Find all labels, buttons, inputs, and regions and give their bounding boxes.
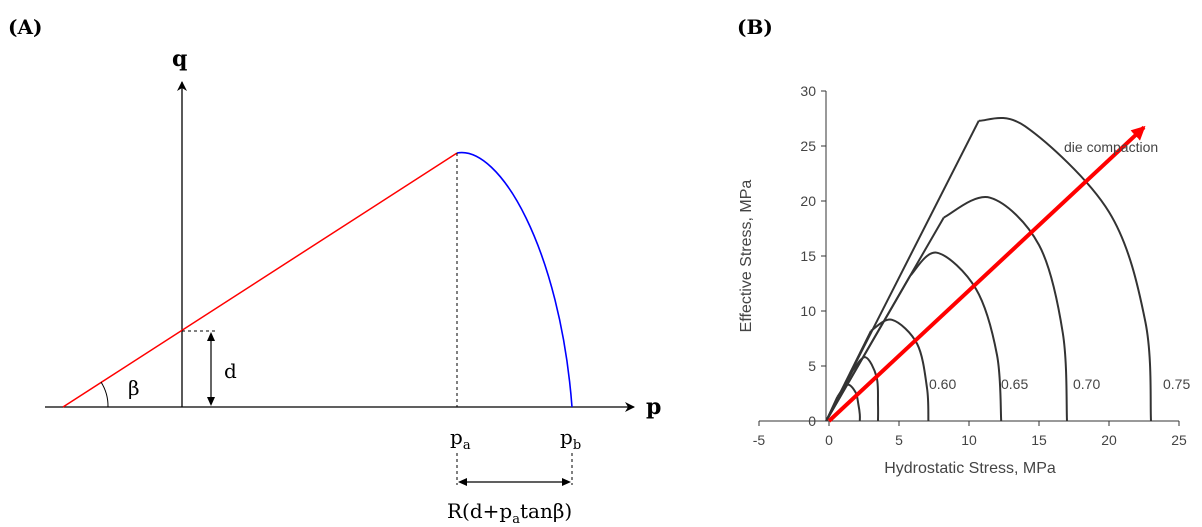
y-ticks: 0 5 10 15 20 25 30 (800, 83, 826, 429)
y-axis-title: Effective Stress, MPa (738, 180, 755, 333)
panel-a: (A) q p β d pa pb R(d+patanβ) (8, 15, 661, 527)
x-tick-label: -5 (753, 432, 766, 448)
x-tick-label: 25 (1171, 432, 1187, 448)
curve-label-070: 0.70 (1073, 376, 1100, 392)
x-tick-label: 15 (1031, 432, 1047, 448)
d-arrow-down (207, 397, 215, 406)
y-tick-label: 30 (800, 83, 816, 99)
cap-curve (456, 151, 573, 408)
x-axis-title: Hydrostatic Stress, MPa (884, 460, 1056, 477)
yield-curve-cap-4 (943, 196, 1068, 422)
y-tick-label: 10 (800, 303, 816, 319)
q-axis-label: q (172, 46, 187, 72)
p-axis-label: p (646, 394, 661, 420)
y-tick-label: 5 (808, 358, 816, 374)
yield-curve-cap-5 (978, 117, 1152, 422)
panel-b-label: (B) (737, 15, 773, 39)
curve-label-075: 0.75 (1163, 376, 1190, 392)
die-compaction-label: die compaction (1064, 139, 1158, 155)
x-tick-label: 10 (961, 432, 977, 448)
y-tick-label: 20 (800, 193, 816, 209)
pa-label: pa (450, 425, 471, 453)
y-tick-label: 0 (808, 413, 816, 429)
beta-arc (100, 381, 109, 408)
cone-line (62, 152, 458, 408)
yield-curve-cap-3 (909, 251, 1003, 422)
x-tick-label: 0 (825, 432, 833, 448)
d-label: d (224, 359, 237, 383)
die-compaction-arrow (827, 125, 1146, 423)
d-arrow-up (207, 332, 215, 341)
yield-curve-cone-5 (825, 120, 980, 422)
x-tick-label: 5 (895, 432, 903, 448)
beta-label: β (128, 376, 140, 400)
yield-curves (825, 117, 1152, 422)
width-arrow-left (458, 478, 467, 486)
pb-label: pb (560, 425, 581, 453)
width-label: R(d+patanβ) (447, 499, 572, 527)
curve-label-060: 0.60 (929, 376, 956, 392)
x-tick-label: 20 (1101, 432, 1117, 448)
y-tick-label: 15 (800, 248, 816, 264)
x-ticks: -5 0 5 10 15 20 25 (753, 421, 1187, 448)
yield-curve-cone-4 (825, 216, 945, 422)
y-tick-label: 25 (800, 138, 816, 154)
width-arrow-right (562, 478, 571, 486)
panel-a-label: (A) (8, 15, 42, 39)
curve-label-065: 0.65 (1001, 376, 1028, 392)
panel-b: (B) -5 0 5 10 15 20 25 0 5 10 15 20 25 30 Hydrostati… (737, 15, 1190, 477)
